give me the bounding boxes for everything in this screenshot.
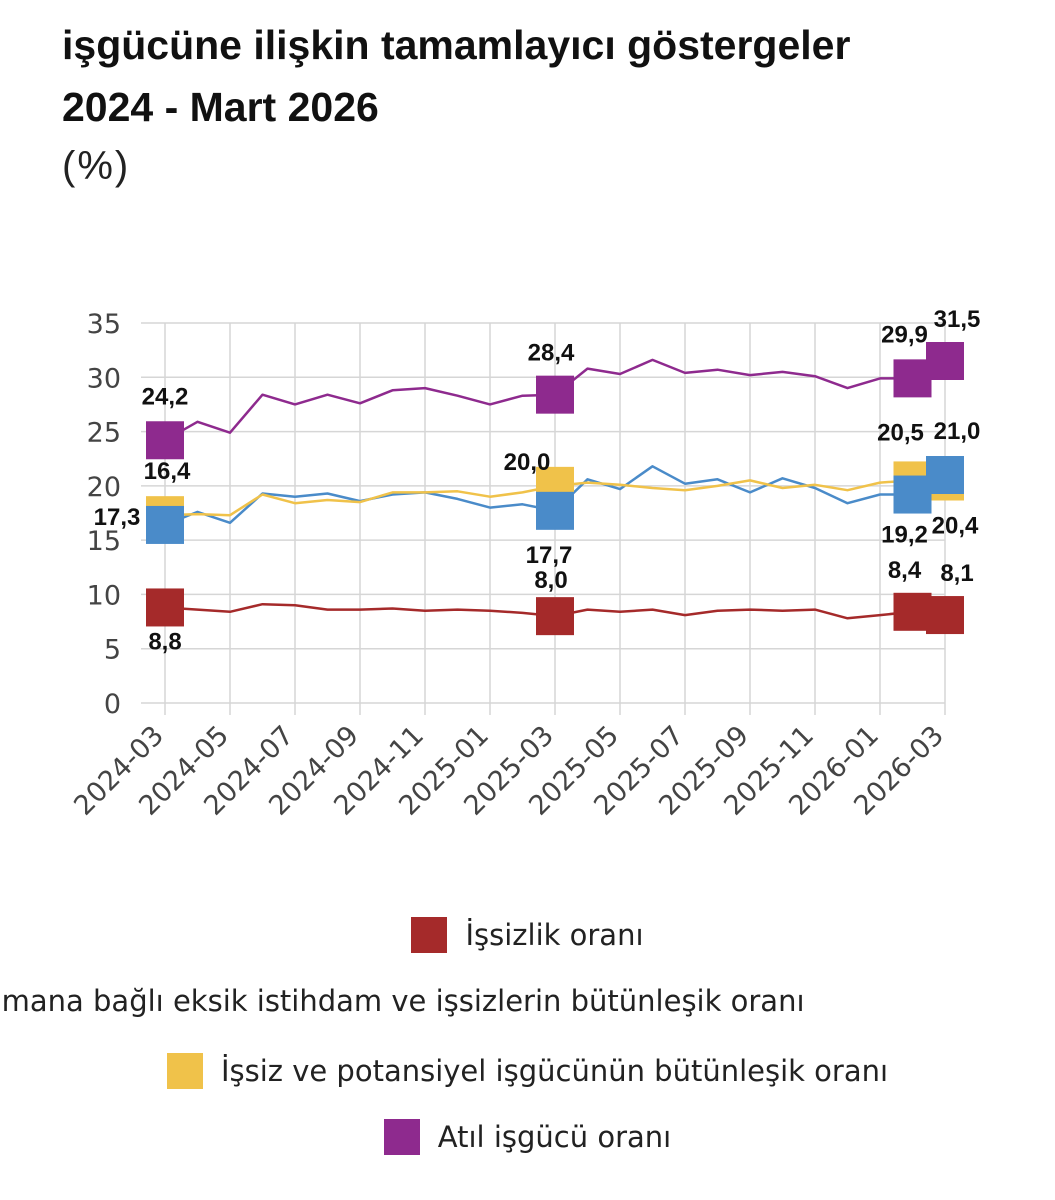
series-marker-3[interactable] [926, 342, 964, 380]
series-marker-3[interactable] [893, 359, 932, 398]
data-label: 17,3 [94, 504, 141, 531]
y-tick-label: 35 [87, 309, 121, 340]
legend-label-potansiyel: İşsiz ve potansiyel işgücünün bütünleşik… [220, 1054, 889, 1088]
series-marker-1[interactable] [146, 505, 184, 544]
data-label: 8,4 [888, 557, 922, 584]
y-tick-label: 15 [87, 526, 121, 557]
y-axis-ticks: 0 5 10 15 20 25 30 35 [87, 309, 121, 720]
data-label: 20,4 [932, 513, 979, 540]
data-label: 8,8 [148, 628, 181, 655]
chart-title: işgücüne ilişkin tamamlayıcı göstergeler [62, 22, 851, 68]
data-label: 29,9 [881, 321, 928, 348]
series-marker-1[interactable] [893, 475, 932, 514]
series-marker-0[interactable] [893, 592, 932, 631]
chart-title-period: 2024 - Mart 2026 [62, 84, 379, 130]
data-label: 8,1 [940, 560, 973, 587]
legend-swatch-issizlik [411, 917, 448, 953]
data-label: 24,2 [142, 383, 189, 410]
series-marker-3[interactable] [536, 375, 574, 414]
chart-series [146, 342, 964, 636]
y-tick-label: 20 [87, 472, 121, 503]
legend-label-atil: Atıl işgücü oranı [437, 1120, 672, 1154]
data-label: 8,0 [534, 567, 567, 594]
legend-swatch-atil [383, 1119, 420, 1155]
y-tick-label: 5 [104, 635, 121, 666]
line-chart: 0 5 10 15 20 25 30 35 2024-032024-052024-072024… [68, 306, 981, 822]
data-label: 28,4 [528, 340, 575, 367]
legend-item-issizlik[interactable]: İşsizlik oranı [0, 910, 1055, 960]
legend-label-issizlik: İşsizlik oranı [465, 918, 644, 952]
series-marker-1[interactable] [536, 491, 574, 530]
y-tick-label: 30 [87, 363, 121, 394]
legend-swatch-potansiyel [166, 1053, 203, 1089]
legend-item-atil[interactable]: Atıl işgücü oranı [0, 1112, 1055, 1162]
chart-unit-subtitle: (%) [62, 144, 131, 188]
data-label: 16,4 [144, 458, 191, 485]
series-marker-3[interactable] [146, 421, 184, 460]
data-label: 21,0 [934, 418, 981, 445]
data-label: 17,7 [526, 542, 573, 569]
y-tick-label: 10 [87, 580, 121, 611]
data-labels: 17,3 20,0 20,5 20,4 16,4 17,7 19,2 21,0 8,8 8,0 8,… [94, 306, 981, 655]
y-tick-label: 25 [87, 418, 121, 449]
y-tick-label: 0 [104, 689, 121, 720]
series-marker-1[interactable] [926, 456, 964, 494]
legend-label-zamana-bagli: Zamana bağlı eksik istihdam ve işsizleri… [0, 984, 805, 1018]
legend-item-potansiyel[interactable]: İşsiz ve potansiyel işgücünün bütünleşik… [0, 1046, 1055, 1096]
series-marker-0[interactable] [926, 596, 964, 635]
chart-title-block: işgücüne ilişkin tamamlayıcı göstergeler… [62, 14, 1055, 194]
legend-item-zamana-bagli[interactable]: Zamana bağlı eksik istihdam ve işsizleri… [0, 976, 1055, 1026]
data-label: 20,5 [877, 419, 924, 446]
data-label: 20,0 [504, 449, 551, 476]
data-label: 19,2 [881, 522, 928, 549]
x-axis-ticks: 2024-032024-052024-072024-092024-112025-… [68, 720, 950, 822]
series-marker-0[interactable] [146, 588, 184, 627]
data-label: 31,5 [934, 306, 981, 333]
series-marker-0[interactable] [536, 597, 574, 636]
